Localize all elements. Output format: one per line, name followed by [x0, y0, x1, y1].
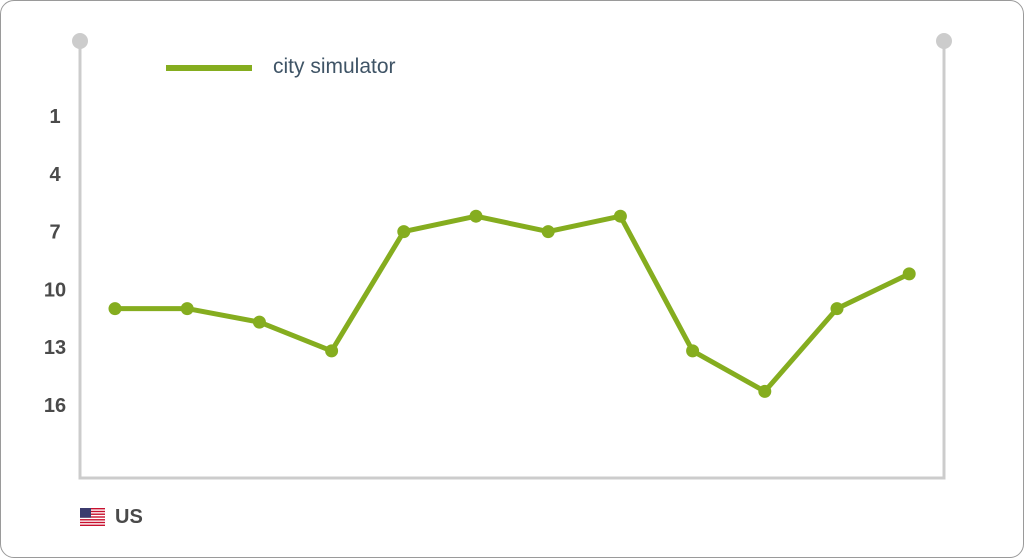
data-point: [830, 302, 844, 316]
data-point: [469, 209, 483, 223]
data-point: [613, 209, 627, 223]
us-flag-icon: [80, 508, 105, 526]
country-indicator: US: [80, 505, 143, 529]
chart-axes: [72, 33, 952, 480]
data-point: [686, 344, 700, 358]
series-city-simulator: [108, 209, 916, 398]
legend: city simulator: [166, 55, 396, 78]
series-line: [112, 213, 912, 394]
data-point: [108, 302, 122, 316]
data-point: [397, 225, 411, 239]
y-tick-label: 10: [44, 279, 66, 301]
y-tick-label: 7: [49, 222, 60, 244]
data-point: [758, 384, 772, 398]
data-point: [902, 267, 916, 281]
country-label: US: [115, 505, 143, 528]
data-point: [180, 302, 194, 316]
data-point: [541, 225, 555, 239]
y-tick-label: 4: [49, 164, 61, 186]
right-axis-cap: [936, 33, 952, 49]
y-tick-label: 13: [44, 337, 66, 359]
y-tick-label: 16: [44, 395, 66, 417]
data-point: [325, 344, 339, 358]
legend-label: city simulator: [273, 55, 396, 78]
y-axis-ticks: 1 4 7 10 13 16: [44, 106, 66, 417]
y-tick-label: 1: [49, 106, 60, 128]
data-point: [252, 315, 266, 329]
y-axis-cap: [72, 33, 88, 49]
